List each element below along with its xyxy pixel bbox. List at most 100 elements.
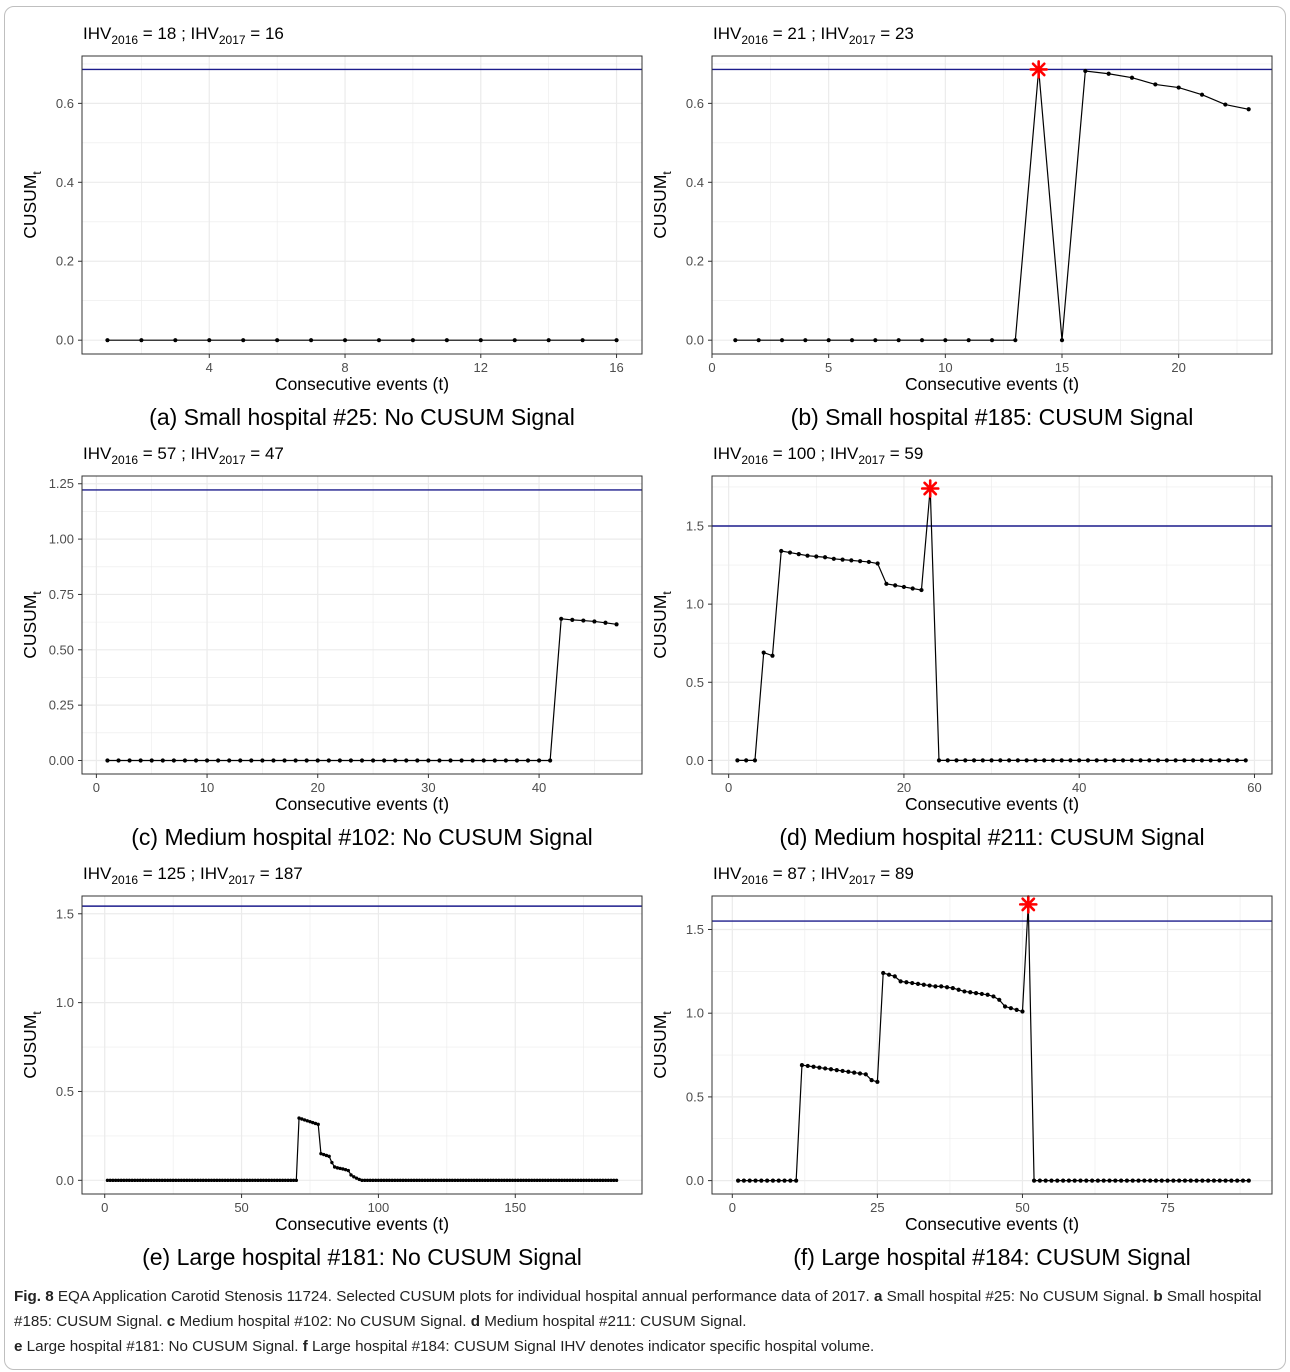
data-point (1217, 1178, 1222, 1183)
data-point (540, 1178, 545, 1183)
data-point (278, 1178, 282, 1183)
data-point (138, 758, 143, 763)
data-point (1199, 92, 1205, 97)
y-tick-label: 0.50 (49, 642, 74, 657)
cusum-points (105, 616, 619, 763)
y-axis-label-sub: t (30, 171, 44, 175)
y-axis-label: CUSUMt (20, 1011, 44, 1079)
data-point (326, 758, 331, 763)
caption-text-c: Medium hospital #102: No CUSUM Signal. (175, 1313, 471, 1330)
data-point (1033, 758, 1038, 763)
data-point (1176, 85, 1181, 90)
y-tick-label: 1.5 (686, 922, 704, 937)
panel-border (81, 895, 643, 1195)
signal-marker-stroke (1031, 62, 1046, 77)
data-point (840, 557, 845, 562)
chart-panel-f: 0 25 50 75 0.0 0.5 1.0 1.5 Consecutive events (t… (650, 864, 1273, 1270)
data-point (227, 758, 232, 763)
data-point (776, 1178, 781, 1183)
data-point (1068, 758, 1073, 763)
data-point (614, 1178, 619, 1183)
ihv-year-sub: 2017 (219, 33, 246, 47)
data-point (308, 338, 314, 343)
x-tick-label: 40 (1072, 780, 1086, 795)
data-point (420, 1178, 424, 1183)
data-point (217, 1178, 222, 1183)
x-tick-label: 100 (368, 1200, 390, 1215)
data-point (313, 1121, 318, 1126)
ihv-year-sub: 2017 (849, 873, 876, 887)
caption-text-f: Large hospital #184: CUSUM Signal IHV de… (307, 1338, 875, 1355)
data-point (1066, 1178, 1071, 1183)
data-point (163, 1178, 167, 1183)
data-point (412, 1178, 416, 1183)
data-point (1138, 758, 1143, 763)
data-point (1165, 1178, 1170, 1183)
data-point (469, 1178, 474, 1183)
x-axis-label: Consecutive events (t) (275, 1214, 449, 1234)
data-point (348, 758, 354, 763)
data-point (954, 758, 959, 763)
data-point (980, 758, 985, 763)
y-tick-label: 1.5 (686, 519, 704, 534)
data-point (770, 1178, 776, 1183)
x-tick-label: 50 (1015, 1200, 1029, 1215)
data-point (122, 1178, 126, 1183)
data-point (338, 1166, 342, 1171)
data-point (426, 758, 431, 763)
data-point (756, 338, 761, 343)
y-tick-label: 0.2 (56, 254, 74, 269)
data-point (811, 1064, 816, 1069)
data-point (1078, 1178, 1083, 1183)
data-point (998, 758, 1003, 763)
y-tick-label: 0.00 (49, 753, 74, 768)
data-point (209, 1178, 214, 1183)
data-point (590, 1178, 594, 1183)
data-point (796, 552, 801, 557)
data-point (144, 1178, 148, 1183)
panel-subtitle: (f) Large hospital #184: CUSUM Signal (793, 1244, 1191, 1270)
data-point (459, 758, 464, 763)
data-point (919, 587, 924, 593)
x-tick-label: 10 (938, 360, 952, 375)
x-tick-label: 4 (206, 360, 213, 375)
data-point (1171, 1178, 1176, 1183)
caption-text-d: Medium hospital #211: CUSUM Signal. (479, 1313, 747, 1330)
x-tick-label: 0 (93, 780, 100, 795)
data-point (269, 1178, 274, 1183)
y-tick-label: 0.4 (686, 175, 704, 190)
data-point (193, 1178, 197, 1183)
data-point (376, 1178, 381, 1183)
data-point (245, 1178, 249, 1183)
data-point (105, 758, 110, 763)
data-point (814, 554, 819, 559)
signal-marker (1018, 895, 1038, 914)
data-point (503, 758, 508, 763)
data-point (305, 1119, 309, 1123)
data-point (592, 1178, 597, 1183)
data-point (483, 1178, 487, 1183)
data-point (826, 338, 831, 343)
ihv-2016-value: 100 (787, 444, 815, 463)
data-point (562, 1178, 567, 1183)
panel-subtitle: (d) Medium hospital #211: CUSUM Signal (779, 824, 1204, 850)
chart-panel-a: 4 8 12 16 0.0 0.2 0.4 0.6 Consecutive events (t)… (20, 24, 643, 430)
data-point (962, 989, 967, 994)
data-point (858, 559, 863, 564)
data-point (989, 338, 995, 343)
panel-border (81, 55, 643, 355)
data-point (157, 1178, 162, 1183)
data-point (294, 1178, 299, 1183)
data-point (275, 1178, 279, 1183)
data-point (337, 758, 342, 763)
data-point (300, 1117, 304, 1121)
data-point (293, 758, 298, 763)
data-point (155, 1178, 159, 1183)
y-axis-label-sub: t (660, 1011, 674, 1015)
data-point (428, 1178, 433, 1183)
data-point (747, 1178, 752, 1183)
data-point (283, 1178, 288, 1183)
data-point (447, 1178, 452, 1183)
x-tick-label: 16 (609, 360, 623, 375)
data-point (111, 1178, 115, 1183)
